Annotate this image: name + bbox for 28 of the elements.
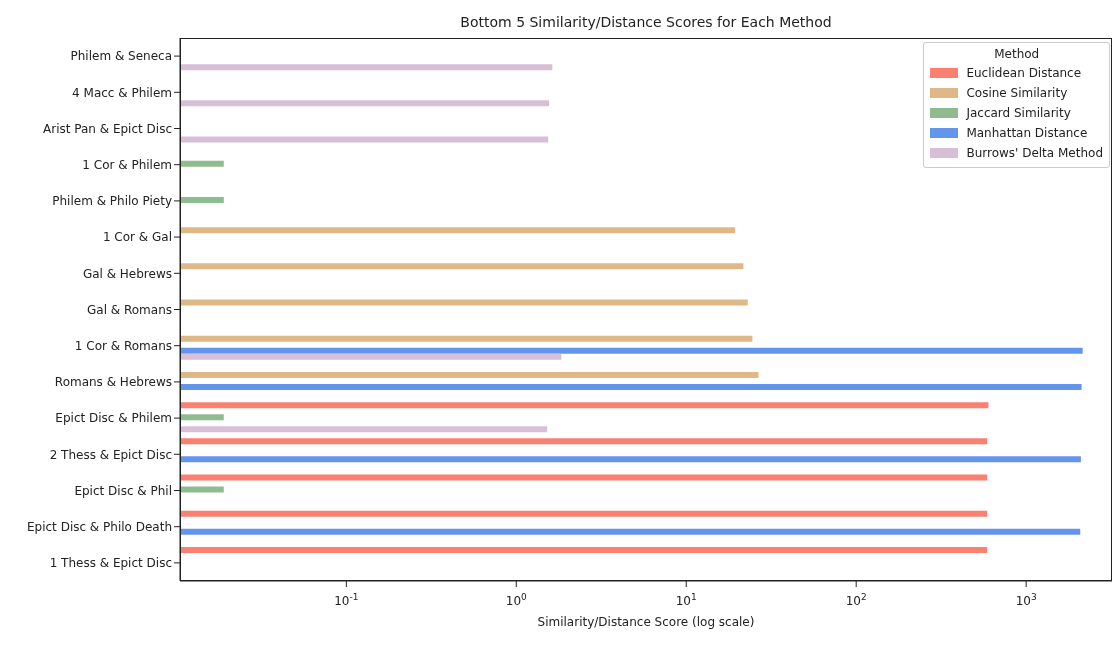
legend-label: Manhattan Distance — [966, 125, 1088, 142]
legend-label: Burrows' Delta Method — [966, 145, 1103, 162]
legend-title: Method — [993, 47, 1041, 61]
y-tick-label: Philem & Seneca — [70, 49, 172, 64]
y-tick-label: Philem & Philo Piety — [52, 194, 172, 209]
y-tick-label: Romans & Hebrews — [54, 375, 172, 390]
legend-label: Jaccard Similarity — [966, 105, 1071, 122]
y-tick-label: 1 Thess & Epict Disc — [49, 556, 172, 571]
y-tick-label: 2 Thess & Epict Disc — [49, 447, 172, 462]
legend-label: Cosine Similarity — [966, 85, 1068, 102]
y-tick-label: Arist Pan & Epict Disc — [43, 121, 172, 136]
x-axis-title: Similarity/Distance Score (log scale) — [536, 615, 756, 629]
y-tick-label: Gal & Romans — [86, 302, 172, 317]
x-tick-label: 10$^{-1}$ — [334, 592, 359, 608]
x-tick-label: 10$^{0}$ — [505, 592, 528, 608]
y-tick-label: Epict Disc & Philem — [55, 411, 172, 426]
y-tick-label: Epict Disc & Philo Death — [26, 519, 172, 534]
y-tick-label: 1 Cor & Gal — [102, 230, 172, 245]
x-tick-label: 10$^{1}$ — [675, 592, 697, 608]
y-tick-label: 1 Cor & Romans — [74, 338, 172, 353]
x-tick-label: 10$^{3}$ — [1015, 592, 1037, 608]
y-tick-label: 1 Cor & Philem — [82, 157, 172, 172]
chart-title: Bottom 5 Similarity/Distance Scores for Each Method — [459, 14, 833, 30]
y-tick-label: 4 Macc & Philem — [72, 85, 172, 100]
x-tick-label: 10$^{2}$ — [845, 592, 867, 608]
y-tick-label: Gal & Hebrews — [82, 266, 172, 281]
y-tick-label: Epict Disc & Phil — [74, 483, 172, 498]
legend-label: Euclidean Distance — [966, 65, 1082, 82]
